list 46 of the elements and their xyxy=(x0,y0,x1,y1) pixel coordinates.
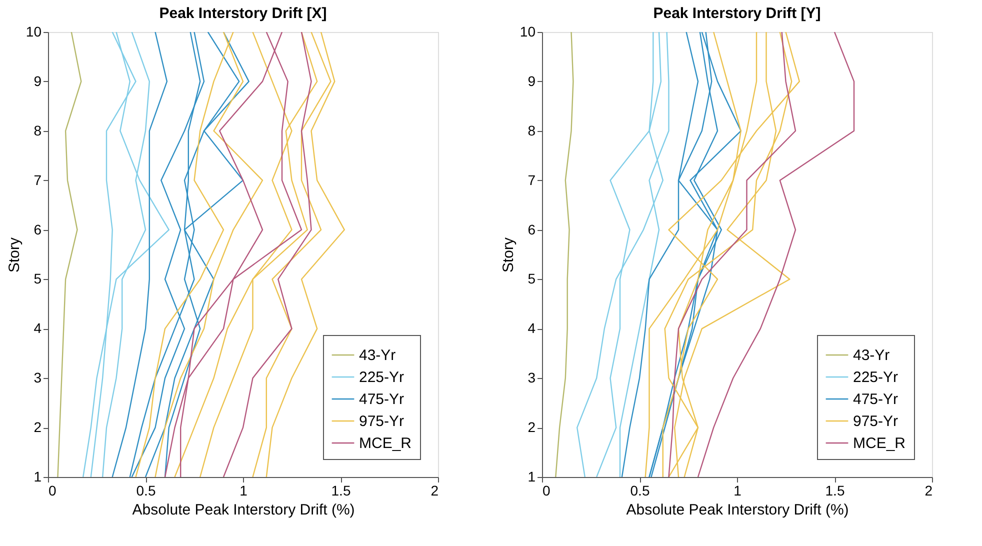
x-tick-label: 0.5 xyxy=(136,482,156,498)
y-tick-label: 5 xyxy=(528,270,536,287)
x-tick-label: 1 xyxy=(734,482,742,498)
y-tick-label: 2 xyxy=(34,419,42,436)
y-tick-label: 8 xyxy=(528,122,536,138)
x-tick-label: 0.5 xyxy=(630,482,650,498)
x-tick-label: 0 xyxy=(542,482,550,498)
y-tick-label: 4 xyxy=(34,320,42,336)
y-tick-label: 7 xyxy=(34,172,42,188)
y-tick-label: 6 xyxy=(528,221,536,238)
legend-label: 43-Yr xyxy=(853,347,890,364)
y-tick-label: 9 xyxy=(528,72,536,89)
x-axis-title: Absolute Peak Interstory Drift (%) xyxy=(132,502,355,518)
chart-title: Peak Interstory Drift [Y] xyxy=(653,5,821,22)
legend-label: 225-Yr xyxy=(359,369,404,386)
y-tick-label: 8 xyxy=(34,122,42,138)
y-axis-title: Story xyxy=(6,237,23,273)
x-tick-label: 1.5 xyxy=(825,482,845,498)
chart-title: Peak Interstory Drift [X] xyxy=(159,5,327,22)
y-tick-label: 7 xyxy=(528,172,536,188)
y-tick-label: 1 xyxy=(528,468,536,484)
x-tick-label: 1 xyxy=(240,482,248,498)
y-tick-label: 6 xyxy=(34,221,42,238)
legend-label: 225-Yr xyxy=(853,369,898,386)
y-axis-title: Story xyxy=(500,237,517,273)
legend-label: MCE_R xyxy=(853,435,906,452)
legend-label: 975-Yr xyxy=(853,413,898,430)
y-tick-label: 3 xyxy=(34,370,42,386)
x-tick-label: 1.5 xyxy=(331,482,351,498)
x-tick-label: 2 xyxy=(430,482,439,498)
y-tick-label: 3 xyxy=(528,370,536,386)
y-tick-label: 1 xyxy=(34,468,42,484)
y-tick-label: 9 xyxy=(34,72,42,89)
x-tick-label: 0 xyxy=(48,482,56,498)
y-tick-label: 10 xyxy=(26,24,42,40)
y-tick-label: 10 xyxy=(520,24,536,40)
legend-label: MCE_R xyxy=(359,435,412,452)
y-tick-label: 2 xyxy=(528,419,536,436)
legend-label: 475-Yr xyxy=(359,391,404,408)
y-tick-label: 4 xyxy=(528,320,536,336)
legend-label: 475-Yr xyxy=(853,391,898,408)
y-tick-label: 5 xyxy=(34,270,42,287)
legend-label: 43-Yr xyxy=(359,347,396,364)
x-tick-label: 2 xyxy=(924,482,933,498)
x-axis-title: Absolute Peak Interstory Drift (%) xyxy=(626,502,849,518)
legend-label: 975-Yr xyxy=(359,413,404,430)
